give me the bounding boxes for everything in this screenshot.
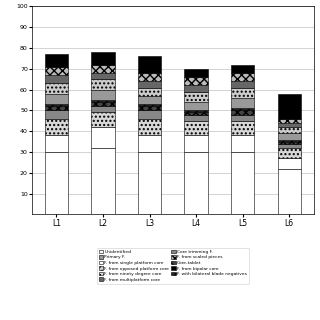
Bar [277,119,301,123]
Bar [231,135,254,152]
Bar [138,135,161,152]
Bar [45,104,68,106]
Bar [277,127,301,133]
Bar [277,133,301,140]
Bar [184,92,208,102]
Bar [231,73,254,81]
Bar [277,94,301,119]
Bar [138,152,161,214]
Bar [184,121,208,135]
Bar [231,81,254,87]
Bar [45,110,68,119]
Bar [231,98,254,108]
Bar [45,75,68,83]
Bar [184,152,208,214]
Bar [45,94,68,104]
Bar [45,152,68,214]
Bar [138,110,161,119]
Bar [138,106,161,110]
Bar [138,56,161,73]
Bar [45,135,68,152]
Bar [184,102,208,110]
Bar [91,127,115,148]
Bar [277,169,301,214]
Bar [184,112,208,115]
Bar [138,96,161,104]
Bar [184,69,208,77]
Bar [184,77,208,85]
Bar [91,102,115,106]
Bar [45,67,68,75]
Bar [138,73,161,81]
Bar [91,106,115,112]
Bar [277,123,301,127]
Bar [184,115,208,121]
Bar [91,73,115,79]
Bar [45,106,68,110]
Bar [231,110,254,115]
Legend: Unidentified, Primary F., F. from single platform core, F. from opposed platform: Unidentified, Primary F., F. from single… [97,248,249,284]
Bar [231,87,254,98]
Bar [138,87,161,96]
Bar [91,148,115,214]
Bar [277,141,301,144]
Bar [184,85,208,92]
Bar [91,100,115,102]
Bar [45,119,68,135]
Bar [91,90,115,100]
Bar [231,65,254,73]
Bar [91,112,115,127]
Bar [231,152,254,214]
Bar [184,135,208,152]
Bar [231,115,254,121]
Bar [91,52,115,65]
Bar [91,79,115,90]
Bar [277,148,301,158]
Bar [138,81,161,87]
Bar [138,119,161,135]
Bar [45,54,68,67]
Bar [231,121,254,135]
Bar [277,158,301,169]
Bar [45,83,68,94]
Bar [277,140,301,141]
Bar [231,108,254,110]
Bar [277,144,301,148]
Bar [184,110,208,112]
Bar [91,65,115,73]
Bar [138,104,161,106]
